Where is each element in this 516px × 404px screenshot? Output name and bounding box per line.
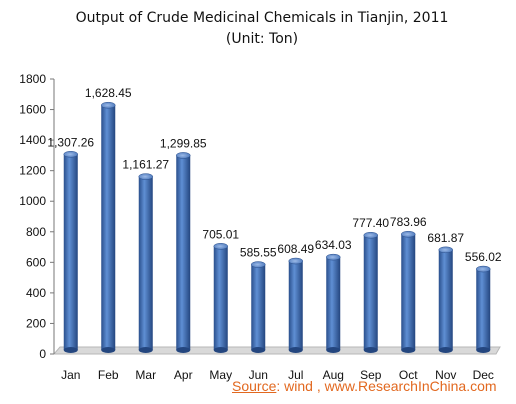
bar xyxy=(251,262,265,353)
bar-base xyxy=(251,347,265,353)
bar-cap xyxy=(326,254,340,260)
bar xyxy=(439,247,453,353)
bar-cap xyxy=(364,232,378,238)
category-label: Mar xyxy=(135,368,156,382)
bar-base xyxy=(64,347,78,353)
bar-cap xyxy=(251,262,265,268)
data-label: 705.01 xyxy=(202,227,239,241)
floor-plane xyxy=(54,347,500,354)
chart-floor xyxy=(54,347,500,354)
source-note: Source: wind , www.ResearchInChina.com xyxy=(232,378,497,394)
bar-cap xyxy=(101,102,115,108)
bar-body xyxy=(176,155,190,350)
y-tick-label: 400 xyxy=(26,286,46,300)
bar-body xyxy=(101,105,115,350)
bar-base xyxy=(439,347,453,353)
y-tick-label: 1000 xyxy=(19,194,46,208)
data-label: 1,307.26 xyxy=(47,135,94,149)
bar-cap xyxy=(289,258,303,264)
data-labels: 1,307.26 1,628.45 1,161.27 1,299.85 705.0158… xyxy=(47,86,502,264)
data-label: 1,161.27 xyxy=(122,158,169,172)
data-label: 634.03 xyxy=(315,238,352,252)
y-tick-label: 1800 xyxy=(19,72,46,86)
bar-body xyxy=(364,235,378,350)
bar-base xyxy=(176,347,190,353)
y-tick-label: 1400 xyxy=(19,133,46,147)
bar-cap xyxy=(139,174,153,180)
chart-subtitle: (Unit: Ton) xyxy=(226,31,298,47)
y-tick-label: 1200 xyxy=(19,164,46,178)
data-label: 783.96 xyxy=(390,215,427,229)
bar-cap xyxy=(476,266,490,272)
bar-base xyxy=(401,347,415,353)
bar-base xyxy=(289,347,303,353)
bar-body xyxy=(476,269,490,350)
y-tick-label: 200 xyxy=(26,316,46,330)
bar-base xyxy=(214,347,228,353)
data-label: 608.49 xyxy=(277,242,314,256)
bar-cap xyxy=(214,243,228,249)
y-tick-label: 800 xyxy=(26,225,46,239)
bar-cap xyxy=(439,247,453,253)
bar-body xyxy=(401,234,415,350)
bar xyxy=(176,152,190,353)
bar-base xyxy=(476,347,490,353)
chart-title: Output of Crude Medicinal Chemicals in T… xyxy=(76,10,449,26)
y-tick-labels: 0 200 400 600 800 1000 1200 1400 1600 1800 xyxy=(19,72,46,361)
data-label: 681.87 xyxy=(427,231,464,245)
bar-body xyxy=(214,246,228,350)
bar-base xyxy=(364,347,378,353)
bar-cap xyxy=(64,151,78,157)
bar xyxy=(476,266,490,353)
bar-body xyxy=(139,177,153,350)
category-label: Jan xyxy=(61,368,80,382)
bar xyxy=(64,151,78,353)
bar-body xyxy=(251,265,265,350)
bar xyxy=(326,254,340,353)
bar xyxy=(289,258,303,353)
source-prefix: Source xyxy=(232,378,276,394)
data-label: 1,628.45 xyxy=(85,86,132,100)
data-label: 556.02 xyxy=(465,250,502,264)
bar xyxy=(139,174,153,353)
bar-base xyxy=(139,347,153,353)
y-tick-label: 0 xyxy=(39,347,46,361)
bar-body xyxy=(289,261,303,350)
y-axis xyxy=(50,79,54,354)
bar xyxy=(364,232,378,353)
bar-body xyxy=(439,250,453,350)
bar xyxy=(101,102,115,353)
bar-base xyxy=(101,347,115,353)
bar xyxy=(401,231,415,353)
bar-cap xyxy=(401,231,415,237)
category-label: Feb xyxy=(98,368,119,382)
data-label: 585.55 xyxy=(240,246,277,260)
category-label: Apr xyxy=(174,368,193,382)
y-tick-label: 600 xyxy=(26,255,46,269)
y-tick-label: 1600 xyxy=(19,103,46,117)
bar-body xyxy=(64,154,78,350)
bar-base xyxy=(326,347,340,353)
bar-cap xyxy=(176,152,190,158)
source-text: : wind , www.ResearchInChina.com xyxy=(276,378,496,394)
category-label: May xyxy=(209,368,232,382)
data-label: 777.40 xyxy=(352,216,389,230)
bar-body xyxy=(326,257,340,350)
data-label: 1,299.85 xyxy=(160,136,207,150)
bar xyxy=(214,243,228,353)
